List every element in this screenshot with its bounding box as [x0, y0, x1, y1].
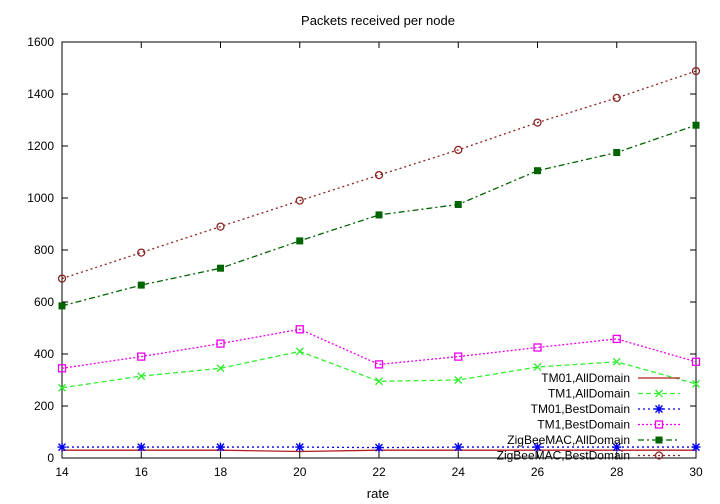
- y-tick-label: 1600: [27, 35, 54, 49]
- data-point: [374, 443, 384, 453]
- legend-item: TM1,AllDomain: [548, 387, 680, 401]
- x-tick-label: 28: [610, 465, 624, 479]
- legend-item: TM01,AllDomain: [541, 371, 680, 385]
- data-point: [217, 264, 224, 272]
- x-tick-label: 16: [135, 465, 149, 479]
- data-point: [655, 436, 663, 444]
- series-line: [62, 446, 696, 449]
- y-tick-label: 600: [34, 295, 54, 309]
- y-tick-label: 400: [34, 347, 54, 361]
- data-point: [692, 121, 700, 129]
- data-point: [137, 281, 145, 289]
- data-point: [374, 360, 384, 369]
- x-axis-title: rate: [367, 486, 389, 501]
- series-layer: [57, 66, 701, 453]
- data-point: [454, 376, 463, 384]
- legend-label: ZigBeeMAC,AllDomain: [507, 433, 630, 447]
- data-point: [533, 442, 542, 452]
- x-tick-label: 14: [55, 465, 69, 479]
- x-tick-label: 26: [531, 465, 545, 479]
- data-point: [136, 442, 146, 452]
- legend-label: TM1,AllDomain: [548, 387, 630, 401]
- data-point: [57, 364, 67, 373]
- series-5: [57, 66, 701, 283]
- series-2: [57, 442, 701, 453]
- data-point: [533, 363, 542, 371]
- data-point: [137, 352, 146, 361]
- series-line: [61, 124, 697, 307]
- data-point: [692, 379, 700, 388]
- data-point: [655, 389, 663, 398]
- x-tick-label: 20: [293, 465, 307, 479]
- data-point: [534, 167, 541, 175]
- data-point: [612, 93, 621, 103]
- data-point: [58, 383, 66, 392]
- y-tick-label: 200: [34, 399, 54, 413]
- data-point: [57, 442, 67, 452]
- data-point: [216, 339, 225, 348]
- series-1: [58, 347, 700, 392]
- data-point: [295, 325, 304, 334]
- legend-label: TM1,BestDomain: [537, 418, 630, 432]
- series-line: [61, 70, 697, 280]
- data-point: [296, 237, 304, 245]
- data-point: [454, 201, 462, 208]
- y-tick-label: 1000: [27, 191, 54, 205]
- data-point: [375, 211, 383, 219]
- data-point: [613, 149, 621, 156]
- series-3: [57, 325, 701, 373]
- data-point: [295, 347, 304, 356]
- series-line: [61, 328, 697, 369]
- y-tick-label: 800: [34, 243, 54, 257]
- x-tick-label: 24: [452, 465, 466, 479]
- legend-label: TM01,BestDomain: [531, 402, 630, 416]
- data-point: [533, 118, 542, 127]
- series-line: [61, 350, 697, 389]
- data-point: [654, 451, 664, 460]
- data-point: [375, 377, 383, 386]
- data-point: [691, 357, 701, 366]
- data-point: [216, 222, 225, 231]
- chart-title: Packets received per node: [301, 13, 455, 28]
- x-tick-label: 30: [689, 465, 703, 479]
- data-point: [612, 357, 621, 366]
- data-point: [295, 196, 304, 205]
- legend-label: ZigBeeMAC,BestDomain: [497, 449, 630, 463]
- data-point: [654, 420, 664, 429]
- data-point: [374, 170, 384, 180]
- data-point: [137, 248, 146, 257]
- data-point: [58, 302, 66, 310]
- y-tick-label: 1200: [27, 139, 54, 153]
- y-tick-label: 1400: [27, 87, 54, 101]
- data-point: [57, 274, 67, 283]
- legend-item: TM01,BestDomain: [531, 402, 680, 416]
- x-tick-label: 22: [372, 465, 386, 479]
- legend-item: ZigBeeMAC,BestDomain: [497, 449, 680, 463]
- legend: TM01,AllDomain TM1,AllDomainTM01,BestDoma…: [497, 371, 680, 463]
- data-point: [612, 442, 622, 452]
- y-axis: 0 200 400 600 800 1000 1200 1400 1600: [27, 35, 696, 465]
- data-point: [454, 145, 463, 155]
- data-point: [453, 442, 463, 452]
- series-4: [58, 121, 700, 310]
- y-tick-label: 0: [47, 451, 54, 465]
- x-axis: 14 16 18 20 22 24 26 28 30: [55, 42, 703, 479]
- data-point: [216, 442, 225, 452]
- data-point: [137, 372, 146, 381]
- data-point: [612, 334, 621, 344]
- data-point: [216, 364, 225, 373]
- data-point: [691, 66, 701, 76]
- data-point: [454, 352, 463, 361]
- legend-item: TM1,BestDomain: [537, 418, 680, 432]
- x-tick-label: 18: [214, 465, 228, 479]
- data-point: [533, 343, 542, 352]
- data-point: [654, 404, 664, 414]
- legend-label: TM01,AllDomain: [541, 371, 630, 385]
- data-point: [295, 442, 305, 452]
- data-point: [691, 442, 701, 452]
- legend-item: ZigBeeMAC,AllDomain: [507, 433, 680, 447]
